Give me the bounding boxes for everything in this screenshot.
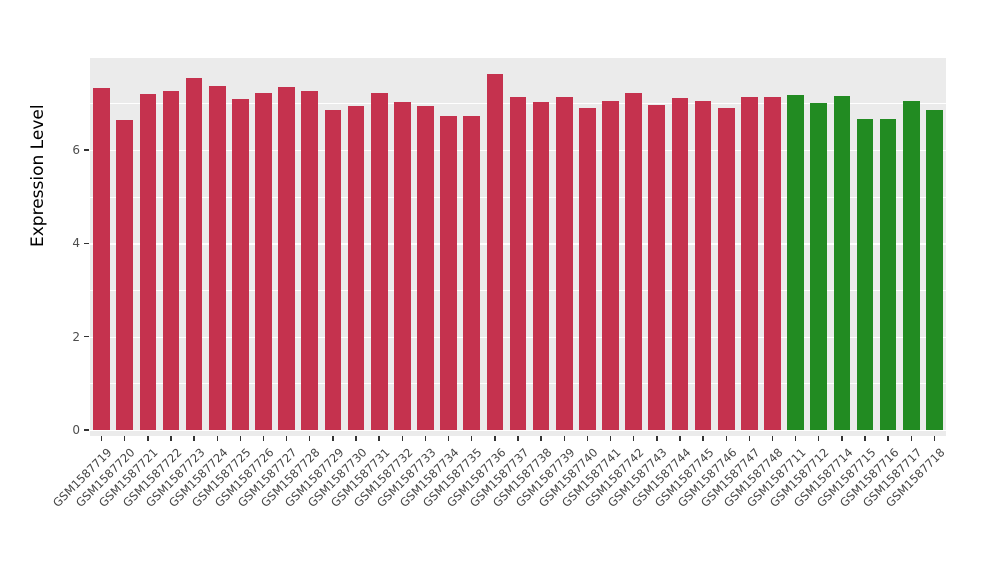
bar-GSM1587738 xyxy=(532,102,550,430)
x-axis-tick xyxy=(609,436,612,441)
x-axis-tick xyxy=(794,436,797,441)
x-axis-tick xyxy=(147,436,149,441)
y-tick-label: 4 xyxy=(72,236,80,251)
x-axis-tick xyxy=(355,436,357,441)
bar-GSM1587739 xyxy=(555,97,573,430)
bar-GSM1587723 xyxy=(185,77,203,430)
x-axis-tick xyxy=(563,436,565,441)
y-axis-tick xyxy=(84,242,89,245)
x-axis-tick xyxy=(933,436,936,441)
chart-panel xyxy=(90,58,946,436)
bar-GSM1587727 xyxy=(278,87,295,430)
bar-GSM1587717 xyxy=(902,101,920,430)
bar-GSM1587726 xyxy=(255,92,272,430)
bar-GSM1587744 xyxy=(671,98,689,430)
x-axis-tick xyxy=(424,436,427,441)
x-axis-tick xyxy=(494,436,496,441)
bar-GSM1587724 xyxy=(208,85,226,430)
x-axis-tick xyxy=(887,436,889,441)
x-axis-tick xyxy=(239,436,242,441)
bar-GSM1587718 xyxy=(926,110,943,430)
bar-GSM1587716 xyxy=(879,119,897,430)
x-axis-tick xyxy=(725,436,727,441)
x-axis-tick xyxy=(262,436,265,441)
bar-GSM1587748 xyxy=(764,97,781,430)
bar-GSM1587737 xyxy=(509,97,527,430)
y-tick-label: 0 xyxy=(72,423,80,437)
x-axis-tick xyxy=(748,436,751,441)
x-axis-tick xyxy=(100,436,103,441)
bar-GSM1587712 xyxy=(810,103,828,430)
bar-GSM1587721 xyxy=(139,93,157,430)
bar-GSM1587729 xyxy=(324,110,342,430)
x-axis-tick xyxy=(332,436,334,441)
x-axis-tick xyxy=(632,436,635,441)
bar-GSM1587746 xyxy=(717,107,735,430)
x-axis-tick xyxy=(378,436,380,441)
bar-GSM1587711 xyxy=(787,95,804,430)
x-axis-tick xyxy=(193,436,195,441)
x-axis-tick xyxy=(309,436,311,441)
x-axis-tick xyxy=(471,436,473,441)
bar-GSM1587734 xyxy=(440,116,457,430)
x-axis-tick xyxy=(124,436,126,441)
bar-GSM1587730 xyxy=(347,106,365,430)
bar-GSM1587743 xyxy=(648,105,666,430)
x-axis-tick xyxy=(447,436,450,441)
bar-GSM1587745 xyxy=(694,101,712,430)
x-axis-tick xyxy=(702,436,704,441)
x-axis-tick xyxy=(679,436,681,441)
y-axis-tick xyxy=(84,335,89,338)
bar-GSM1587735 xyxy=(463,116,481,430)
x-axis-tick xyxy=(818,436,820,441)
bar-GSM1587720 xyxy=(116,120,134,430)
bar-GSM1587715 xyxy=(856,119,874,430)
gridline-major xyxy=(90,430,946,432)
x-axis-tick xyxy=(517,436,519,441)
x-axis-tick xyxy=(285,436,288,441)
x-axis-tick xyxy=(586,436,589,441)
y-axis-tick xyxy=(84,429,89,431)
bar-GSM1587741 xyxy=(602,101,619,430)
x-axis-tick xyxy=(771,436,774,441)
x-axis-tick xyxy=(170,436,172,441)
x-axis-tick xyxy=(540,436,542,441)
x-axis-tick xyxy=(656,436,658,441)
x-axis-tick xyxy=(401,436,403,441)
bar-GSM1587747 xyxy=(741,97,758,430)
bar-GSM1587736 xyxy=(486,74,504,430)
bar-GSM1587731 xyxy=(370,92,388,430)
bar-GSM1587725 xyxy=(232,99,249,430)
bar-GSM1587732 xyxy=(393,102,411,430)
bar-GSM1587733 xyxy=(417,106,434,430)
y-tick-label: 2 xyxy=(72,329,80,344)
x-axis-tick xyxy=(841,436,843,441)
bar-GSM1587722 xyxy=(162,91,180,430)
x-axis-tick xyxy=(216,436,218,441)
bar-GSM1587714 xyxy=(833,96,851,430)
bar-GSM1587719 xyxy=(93,88,110,430)
bar-GSM1587742 xyxy=(625,92,642,430)
x-axis-tick xyxy=(910,436,912,441)
y-axis-tick xyxy=(84,149,89,151)
bar-GSM1587728 xyxy=(301,91,319,430)
x-axis-tick xyxy=(864,436,866,441)
y-tick-label: 6 xyxy=(72,143,80,157)
bar-GSM1587740 xyxy=(579,107,596,430)
y-axis-title: Expression Level xyxy=(28,104,48,247)
